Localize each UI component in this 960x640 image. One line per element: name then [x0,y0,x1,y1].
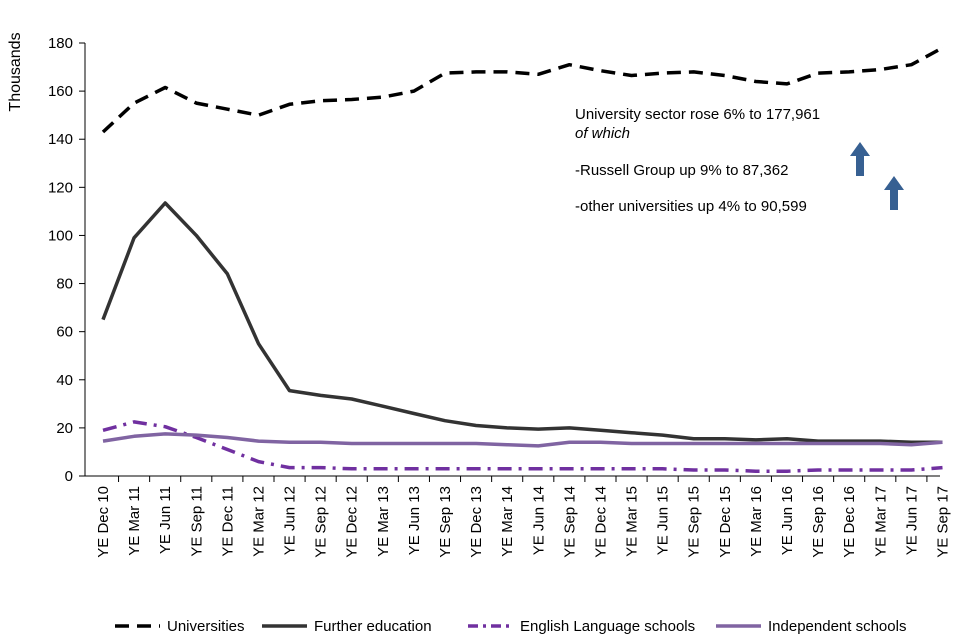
up-arrow-icon [884,176,904,210]
x-tick-label: YE Jun 14 [530,486,547,555]
legend-label: Independent schools [768,618,906,635]
annotation-line-3: -Russell Group up 9% to 87,362 [575,162,788,179]
x-tick-label: YE Dec 14 [592,486,609,558]
y-tick-label: 120 [48,179,73,196]
x-tick-label: YE Mar 17 [872,486,889,557]
annotation-line-2: of which [575,125,630,142]
y-tick-label: 80 [56,276,73,293]
x-tick-label: YE Mar 16 [748,486,765,557]
y-tick-label: 180 [48,35,73,52]
legend-label: English Language schools [520,618,695,635]
y-tick-label: 60 [56,324,73,341]
y-axis: 0 20 40 60 80 100 120 140 160 180 [48,35,86,485]
x-tick-label: YE Sep 16 [810,486,827,558]
annotation-box: University sector rose 6% to 177,961 of … [575,106,904,215]
up-arrow-icon [850,142,870,176]
x-tick-label: YE Jun 11 [157,486,174,554]
x-tick-label: YE Sep 12 [313,486,330,558]
annotation-line-1: University sector rose 6% to 177,961 [575,106,820,123]
series-line-universities [101,46,944,134]
x-tick-label: YE Dec 15 [717,486,734,558]
x-tick-label: YE Sep 14 [561,486,578,558]
x-tick-label: YE Jun 12 [282,486,299,555]
x-tick-label: YE Dec 11 [219,486,236,557]
series-line-english-language-schools [102,420,943,473]
x-tick-label: YE Sep 15 [686,486,703,558]
x-tick-label: YE Dec 13 [468,486,485,558]
y-tick-label: 140 [48,131,73,148]
x-tick-label: YE Mar 11 [126,486,143,556]
legend-label: Further education [314,618,432,635]
y-tick-label: 160 [48,83,73,100]
x-tick-label: YE Mar 14 [499,486,516,557]
x-tick-label: YE Sep 13 [437,486,454,558]
series-line-independent-schools [102,432,943,448]
legend: Universities Further education English Lan… [115,618,906,635]
x-tick-label: YE Jun 13 [406,486,423,555]
y-tick-label: 40 [56,372,73,389]
x-tick-label: YE Mar 12 [250,486,267,557]
series-line-further-education [101,201,943,445]
x-axis: YE Dec 10 YE Mar 11 YE Jun 11 YE Sep 11 YE D… [85,475,951,558]
y-tick-label: 100 [48,227,73,244]
y-tick-label: 0 [65,468,73,485]
x-tick-label: YE Jun 16 [779,486,796,555]
x-tick-label: YE Dec 10 [95,486,112,558]
x-tick-label: YE Jun 17 [903,486,920,555]
x-tick-label: YE Mar 13 [375,486,392,557]
x-tick-label: YE Jun 15 [655,486,672,555]
x-tick-label: YE Dec 12 [344,486,361,558]
series-lines [101,46,944,473]
x-tick-label: YE Dec 16 [841,486,858,558]
y-axis-title: Thousands [7,32,24,111]
x-tick-label: YE Mar 15 [624,486,641,557]
x-tick-label: YE Sep 11 [188,486,205,557]
y-tick-label: 20 [56,420,73,437]
annotation-line-4: -other universities up 4% to 90,599 [575,198,807,215]
legend-label: Universities [167,618,245,635]
x-tick-label: YE Sep 17 [934,486,951,558]
